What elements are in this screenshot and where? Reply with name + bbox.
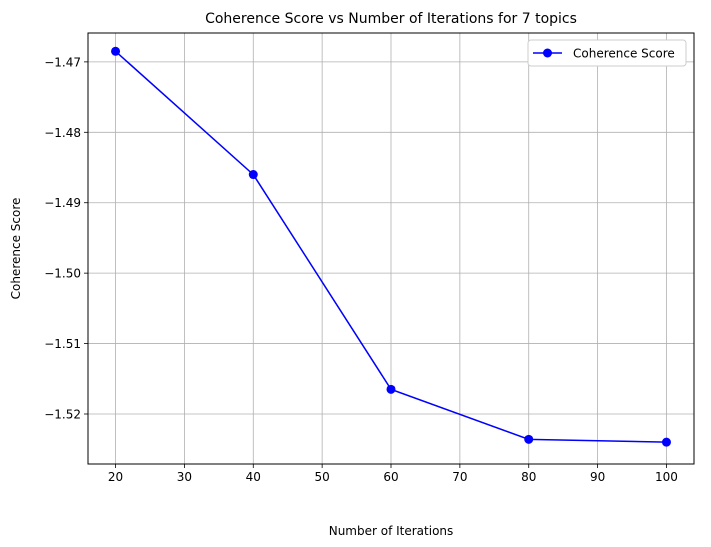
x-tick-label: 90 [590,470,605,484]
y-axis-label: Coherence Score [9,198,23,300]
legend-box [527,39,687,67]
y-tick-label: −1.49 [44,196,81,210]
x-tick-label: 80 [521,470,536,484]
data-point [661,437,671,447]
x-tick-label: 40 [246,470,261,484]
x-tick-label: 30 [177,470,192,484]
legend-label: Coherence Score [573,47,675,61]
y-tick-label: −1.47 [44,55,81,69]
data-point [248,170,258,180]
x-tick-label: 70 [452,470,467,484]
plot-frame [87,32,695,465]
y-tick-label: −1.51 [44,337,81,351]
x-tick-label: 100 [655,470,678,484]
legend: Coherence Score [527,39,687,67]
x-tick-label: 60 [383,470,398,484]
chart-title: Coherence Score vs Number of Iterations … [205,11,577,27]
y-tick-label: −1.48 [44,126,81,140]
series [111,46,671,447]
legend-marker-swatch [543,48,552,58]
data-point [111,46,121,56]
y-tick-label: −1.52 [44,407,81,421]
x-axis-label: Number of Iterations [329,524,454,538]
x-tick-label: 20 [108,470,123,484]
data-point [524,434,534,444]
axis-ticks: 20 30 40 50 60 70 80 90 100 −1.47 −1.48 −1.49 −1.50 −… [44,55,678,484]
y-tick-label: −1.50 [44,267,81,281]
data-point [386,384,396,394]
x-tick-label: 50 [314,470,329,484]
